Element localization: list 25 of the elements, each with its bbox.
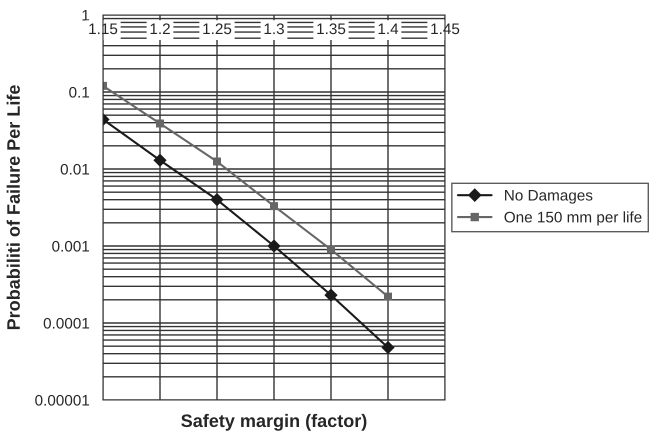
y-tick-label: 1 [82,10,90,21]
point [268,240,280,252]
y-tick-label: 0.00001 [35,394,90,406]
point [384,292,392,301]
point [154,154,166,167]
point [213,158,221,166]
y-axis-title: Probabiliti of Failure Per Life [6,85,20,330]
x-tick-label: 1.4 [378,24,398,34]
x-tick-label: 1.35 [317,23,346,34]
legend-label: One 150 mm per life [504,211,642,226]
point [324,288,338,302]
point [210,193,224,206]
point [156,119,164,128]
x-tick-label: 1.3 [264,23,284,34]
point [270,202,278,210]
x-tick-label: 1.25 [203,23,232,34]
x-tick-label: 1.2 [150,23,170,34]
y-tick-label: 0.1 [69,86,90,98]
x-axis-title: Safety margin (factor) [181,414,366,431]
y-tick-label: 0.01 [60,164,90,175]
y-tick-label: 0.0001 [44,318,90,329]
point [327,246,335,254]
point [382,341,394,354]
legend-label: No Damages [505,190,592,204]
y-tick-label: 0.001 [52,240,90,252]
